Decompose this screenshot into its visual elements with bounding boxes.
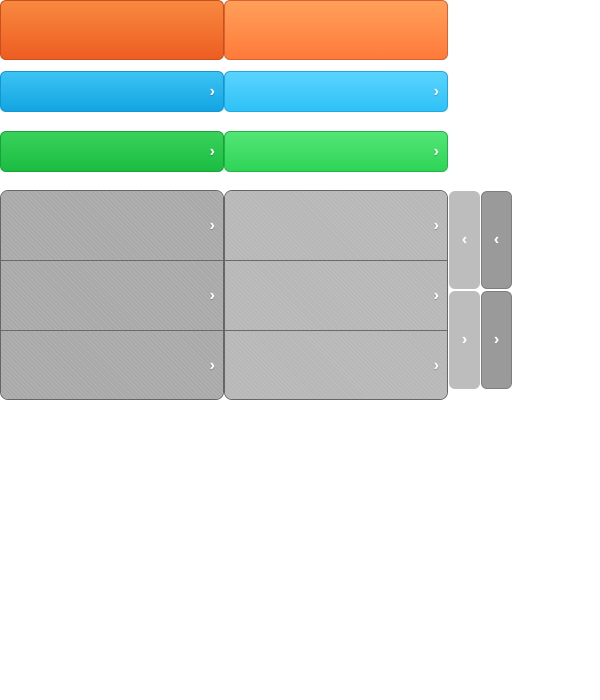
orange-button[interactable] — [0, 0, 224, 60]
chevron-right-icon: › — [209, 216, 215, 234]
prev-button-active[interactable]: ‹ — [481, 191, 512, 289]
green-button[interactable]: › — [0, 131, 224, 172]
list-row[interactable]: › — [225, 261, 447, 331]
chevron-right-icon: › — [209, 142, 215, 160]
chevron-right-icon: › — [433, 286, 439, 304]
chevron-right-icon: › — [461, 331, 468, 348]
blue-button[interactable]: › — [0, 71, 224, 112]
chevron-left-icon: ‹ — [493, 231, 500, 248]
blue-button-hover[interactable]: › — [224, 71, 448, 112]
gray-list-panel-hover: › › › — [224, 190, 448, 400]
chevron-right-icon: › — [493, 331, 500, 348]
next-button[interactable]: › — [449, 291, 480, 389]
chevron-right-icon: › — [209, 357, 215, 374]
list-row[interactable]: › — [225, 331, 447, 399]
list-row[interactable]: › — [1, 331, 223, 399]
list-row[interactable]: › — [225, 191, 447, 261]
chevron-right-icon: › — [433, 357, 439, 374]
list-row[interactable]: › — [1, 261, 223, 331]
green-button-hover[interactable]: › — [224, 131, 448, 172]
chevron-right-icon: › — [433, 216, 439, 234]
next-button-active[interactable]: › — [481, 291, 512, 389]
chevron-right-icon: › — [209, 286, 215, 304]
chevron-right-icon: › — [433, 142, 439, 160]
list-row[interactable]: › — [1, 191, 223, 261]
chevron-right-icon: › — [209, 82, 215, 100]
prev-button[interactable]: ‹ — [449, 191, 480, 289]
chevron-right-icon: › — [433, 82, 439, 100]
chevron-left-icon: ‹ — [461, 231, 468, 248]
orange-button-hover[interactable] — [224, 0, 448, 60]
gray-list-panel: › › › — [0, 190, 224, 400]
